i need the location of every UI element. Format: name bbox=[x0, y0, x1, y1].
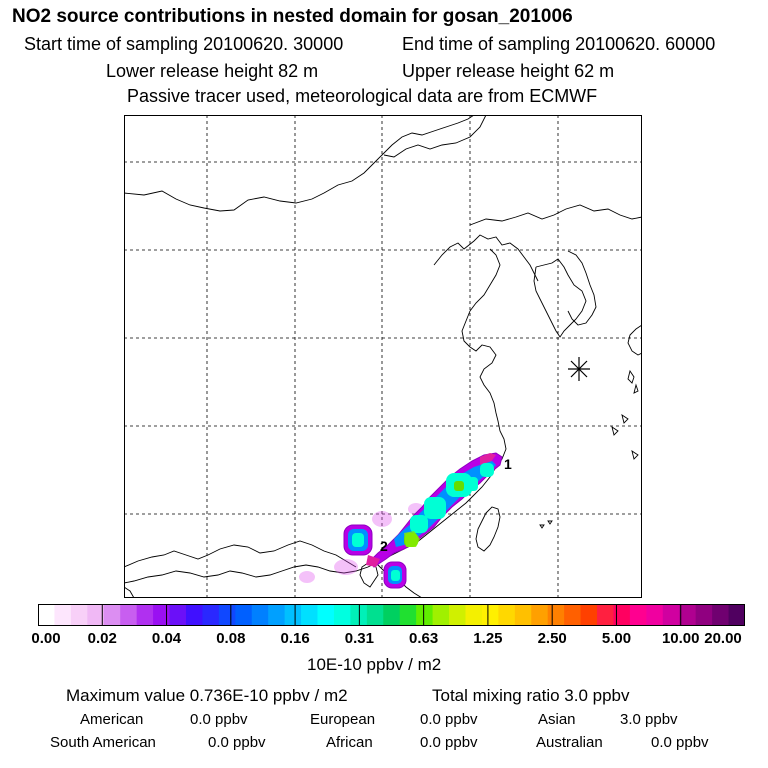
colorbar-cell bbox=[218, 604, 236, 626]
colorbar-tick-label: 10.00 bbox=[661, 630, 700, 647]
colorbar-cell bbox=[481, 604, 499, 626]
colorbar-cell bbox=[679, 604, 697, 626]
region-value-european: 0.0 ppbv bbox=[420, 711, 478, 728]
colorbar-cell bbox=[87, 604, 105, 626]
colorbar-cell bbox=[301, 604, 319, 626]
colorbar-tick-label: 20.00 bbox=[704, 630, 742, 647]
colorbar-tick-label: 0.02 bbox=[87, 630, 117, 647]
colorbar-tick-label: 0.08 bbox=[216, 630, 246, 647]
receptor-asterisk-icon bbox=[568, 357, 590, 381]
colorbar-cell bbox=[185, 604, 204, 626]
colorbar-cell bbox=[136, 604, 154, 626]
colorbar-cell bbox=[695, 604, 713, 626]
colorbar-cell bbox=[366, 604, 384, 626]
region-name-asian: Asian bbox=[538, 711, 576, 728]
colorbar-cell bbox=[70, 604, 88, 626]
colorbar-tick-label: 0.31 bbox=[344, 630, 374, 647]
colorbar-cell bbox=[564, 604, 582, 626]
lower-release-label: Lower release height 82 m bbox=[106, 61, 319, 81]
chart-title: NO2 source contributions in nested domai… bbox=[12, 6, 573, 27]
region-value-south-american: 0.0 ppbv bbox=[208, 734, 266, 751]
colorbar-cell bbox=[38, 604, 56, 626]
colorbar-cell bbox=[153, 604, 171, 626]
colorbar-cell bbox=[712, 604, 730, 626]
colorbar bbox=[38, 604, 745, 626]
colorbar-tick-label: 0.00 bbox=[31, 630, 61, 647]
total-mixing-label: Total mixing ratio 3.0 ppbv bbox=[432, 686, 630, 705]
colorbar-cell bbox=[120, 604, 138, 626]
colorbar-cell bbox=[580, 604, 598, 626]
colorbar-tick-label: 0.04 bbox=[151, 630, 182, 647]
colorbar-cell bbox=[103, 604, 121, 626]
colorbar-cell bbox=[449, 604, 467, 626]
colorbar-cell bbox=[333, 604, 351, 626]
region-name-australian: Australian bbox=[536, 734, 603, 751]
source-label-1: 1 bbox=[504, 456, 512, 472]
colorbar-cell bbox=[514, 604, 532, 626]
colorbar-cell bbox=[268, 604, 286, 626]
colorbar-tick-label: 2.50 bbox=[537, 630, 567, 647]
region-name-african: African bbox=[326, 734, 373, 751]
colorbar-cell bbox=[728, 604, 745, 626]
region-value-american: 0.0 ppbv bbox=[190, 711, 248, 728]
colorbar-cell bbox=[383, 604, 401, 626]
colorbar-cell bbox=[432, 604, 450, 626]
region-value-asian: 3.0 ppbv bbox=[620, 711, 678, 728]
colorbar-cell bbox=[251, 604, 269, 626]
start-time-label: Start time of sampling 20100620. 30000 bbox=[24, 34, 344, 54]
source-label-2: 2 bbox=[380, 538, 388, 554]
colorbar-cells bbox=[38, 604, 745, 626]
colorbar-cell bbox=[54, 604, 72, 626]
colorbar-cell bbox=[597, 604, 615, 626]
colorbar-cell bbox=[399, 604, 417, 626]
region-value-african: 0.0 ppbv bbox=[420, 734, 478, 751]
colorbar-tick-label: 0.16 bbox=[280, 630, 310, 647]
end-time-label: End time of sampling 20100620. 60000 bbox=[402, 34, 716, 54]
colorbar-cell bbox=[646, 604, 664, 626]
tracer-note: Passive tracer used, meteorological data… bbox=[127, 86, 598, 106]
plume-overlay bbox=[299, 452, 503, 589]
colorbar-cell bbox=[317, 604, 335, 626]
colorbar-cell bbox=[169, 604, 187, 626]
colorbar-cell bbox=[202, 604, 220, 626]
colorbar-cell bbox=[613, 604, 631, 626]
upper-release-label: Upper release height 62 m bbox=[402, 61, 615, 81]
colorbar-cell bbox=[416, 604, 434, 626]
map-panel: 1 2 bbox=[124, 115, 642, 598]
colorbar-cell bbox=[547, 604, 565, 626]
colorbar-tick-label: 5.00 bbox=[601, 630, 632, 647]
colorbar-cell bbox=[662, 604, 680, 626]
colorbar-cell bbox=[284, 604, 302, 626]
colorbar-units: 10E-10 ppbv / m2 bbox=[307, 655, 442, 674]
colorbar-cell bbox=[235, 604, 253, 626]
colorbar-cell bbox=[465, 604, 483, 626]
max-value-label: Maximum value 0.736E-10 ppbv / m2 bbox=[66, 686, 348, 705]
region-name-european: European bbox=[310, 711, 376, 728]
region-name-american: American bbox=[80, 711, 144, 728]
colorbar-tick-label: 0.63 bbox=[409, 630, 439, 647]
region-name-south-american: South American bbox=[50, 734, 156, 751]
colorbar-tick-label: 1.25 bbox=[473, 630, 503, 647]
colorbar-cell bbox=[498, 604, 516, 626]
colorbar-cell bbox=[531, 604, 549, 626]
coastlines bbox=[124, 115, 642, 598]
map-frame bbox=[124, 115, 642, 598]
lat-lon-grid bbox=[124, 115, 642, 598]
region-value-australian: 0.0 ppbv bbox=[651, 734, 709, 751]
colorbar-cell bbox=[629, 604, 647, 626]
